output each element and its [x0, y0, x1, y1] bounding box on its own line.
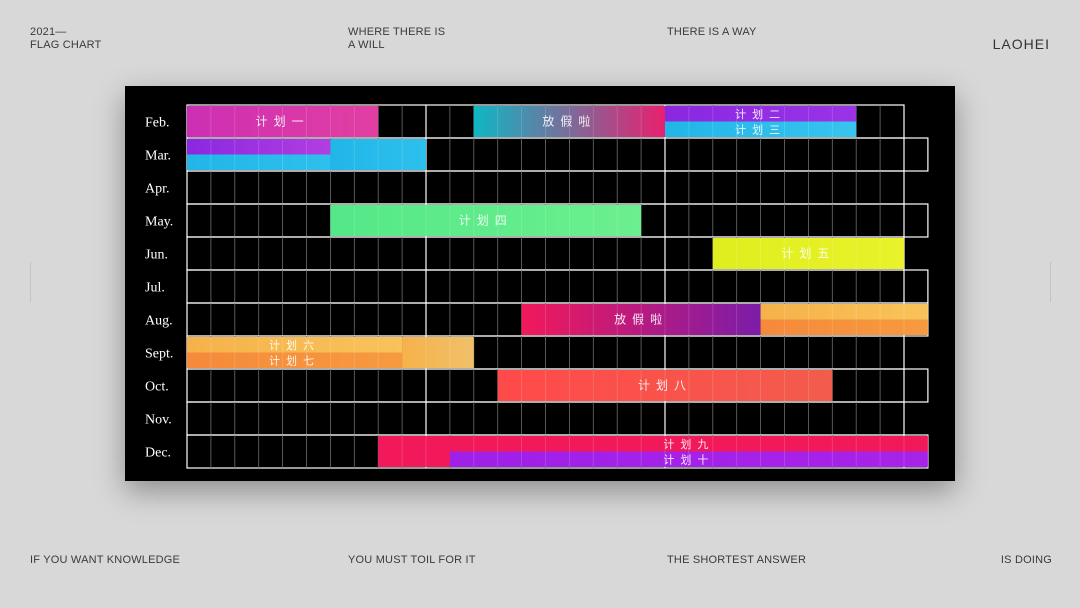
- gantt-chart-panel: Feb. Mar. Apr. May. Jun. Jul. Aug. Sept. Oct. Nov…: [125, 86, 955, 481]
- quote-line-2: A WILL: [348, 39, 385, 51]
- gantt-bar: [402, 337, 474, 368]
- bar-label: 计划三: [735, 123, 786, 136]
- gantt-bar: [449, 451, 928, 467]
- year-label: 2021—: [30, 26, 67, 38]
- month-label: Feb.: [145, 116, 170, 131]
- month-label: Jul.: [145, 281, 165, 296]
- gantt-bar: [378, 436, 450, 467]
- month-label: Sept.: [145, 347, 173, 362]
- footer-quote-4: IS DOING: [1000, 554, 1052, 566]
- gantt-bar: [521, 304, 761, 335]
- footer-quote-2: YOU MUST TOIL FOR IT: [348, 554, 476, 566]
- gantt-bar: [187, 139, 331, 155]
- gantt-chart-svg: Feb. Mar. Apr. May. Jun. Jul. Aug. Sept. Oct. Nov…: [145, 104, 929, 469]
- bar-label: 计划二: [735, 108, 786, 121]
- gantt-bar: [665, 106, 857, 122]
- quote-line-1: WHERE THERE IS: [348, 26, 446, 38]
- footer-quote-1: IF YOU WANT KNOWLEDGE: [30, 554, 181, 566]
- bar-label: 计划七: [269, 354, 320, 367]
- month-label: Aug.: [145, 314, 173, 329]
- bar-label: 放假啦: [614, 312, 668, 327]
- gantt-bar: [187, 337, 403, 353]
- bar-label: 计划六: [269, 339, 320, 352]
- quote-top-mid: WHERE THERE IS A WILL: [348, 26, 445, 52]
- bar-label: 计划四: [459, 214, 513, 228]
- bar-label: 计划八: [638, 379, 692, 393]
- gantt-bar: [187, 154, 331, 170]
- gantt-bar: [473, 106, 665, 137]
- gantt-bar: [187, 352, 403, 368]
- right-edge-tick: [1050, 262, 1051, 302]
- gantt-bar: [449, 436, 928, 452]
- quote-top-right: THERE IS A WAY: [667, 26, 757, 38]
- bar-label: 计划五: [781, 247, 835, 261]
- month-label: Apr.: [145, 182, 170, 197]
- month-label: Mar.: [145, 149, 171, 164]
- gantt-bar: [187, 106, 379, 137]
- month-label: May.: [145, 215, 173, 230]
- gantt-bar: [760, 319, 928, 335]
- chart-name-label: FLAG CHART: [30, 39, 102, 51]
- bar-label: 计划一: [256, 115, 310, 129]
- month-label: Nov.: [145, 413, 172, 428]
- bar-label: 放假啦: [542, 114, 596, 129]
- brand-logo-text: LAOHEI: [992, 36, 1050, 52]
- footer-quote-3: THE SHORTEST ANSWER: [667, 554, 807, 566]
- bar-label: 计划九: [663, 438, 714, 451]
- corner-text-top-left: 2021— FLAG CHART: [30, 26, 101, 52]
- gantt-bar: [497, 370, 833, 401]
- month-label: Oct.: [145, 380, 169, 395]
- gantt-bar: [760, 304, 928, 320]
- month-row-frame: [186, 269, 929, 304]
- gantt-bar: [330, 205, 642, 236]
- gantt-bar: [665, 121, 857, 137]
- month-label: Dec.: [145, 446, 171, 461]
- bar-label: 计划十: [663, 452, 714, 466]
- month-label: Jun.: [145, 248, 168, 263]
- left-edge-tick: [30, 262, 31, 302]
- gantt-bar: [330, 139, 426, 170]
- gantt-bar: [712, 238, 904, 269]
